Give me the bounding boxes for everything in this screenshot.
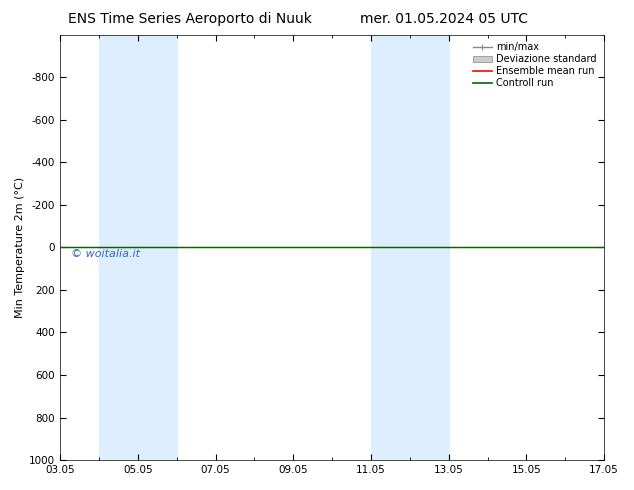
Bar [99, 35, 138, 460]
Text: ENS Time Series Aeroporto di Nuuk: ENS Time Series Aeroporto di Nuuk [68, 12, 312, 26]
Y-axis label: Min Temperature 2m (°C): Min Temperature 2m (°C) [15, 177, 25, 318]
Text: mer. 01.05.2024 05 UTC: mer. 01.05.2024 05 UTC [360, 12, 527, 26]
Text: © woitalia.it: © woitalia.it [71, 249, 140, 260]
Bar [371, 35, 410, 460]
Legend: min/max, Deviazione standard, Ensemble mean run, Controll run: min/max, Deviazione standard, Ensemble m… [470, 40, 599, 91]
Bar [138, 35, 177, 460]
Bar [410, 35, 449, 460]
